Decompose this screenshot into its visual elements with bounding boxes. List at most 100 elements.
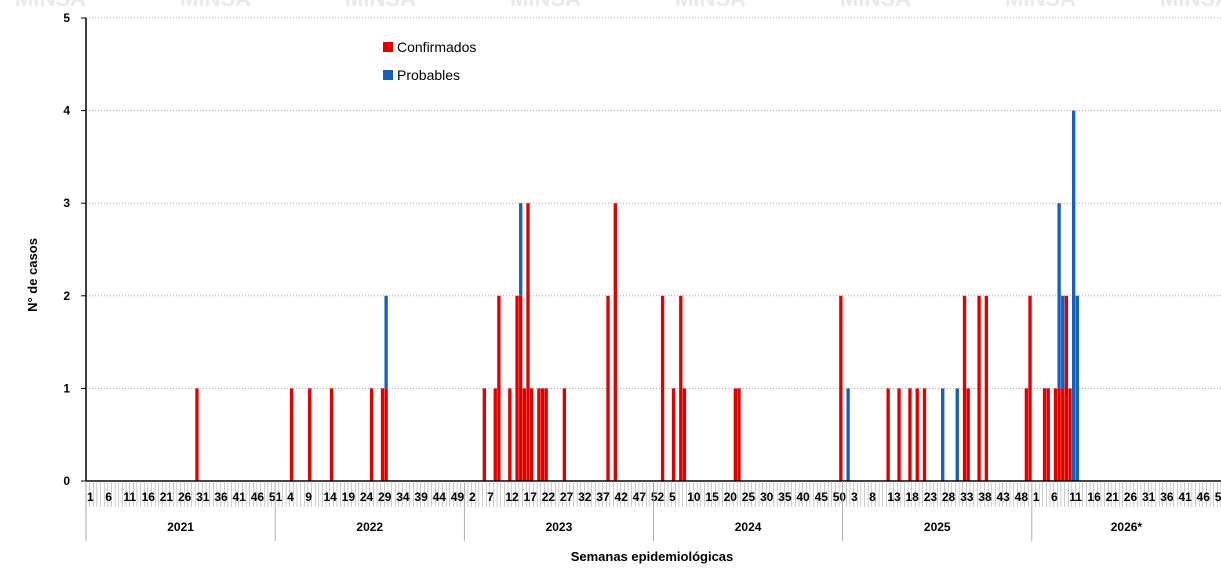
legend-swatch-confirmados	[383, 42, 393, 52]
legend-label-probables: Probables	[397, 67, 460, 83]
x-week-label: 40	[796, 490, 810, 504]
x-week-label: 1	[87, 490, 94, 504]
x-year-label: 2026*	[1111, 520, 1143, 534]
x-week-label: 36	[214, 490, 228, 504]
bar-confirmados	[508, 388, 512, 481]
bar-probables	[1057, 203, 1061, 389]
bar-confirmados	[540, 388, 545, 481]
bar-confirmados	[984, 295, 989, 481]
x-week-label: 21	[160, 490, 174, 504]
x-week-label: 38	[978, 490, 992, 504]
x-week-label: 45	[815, 490, 829, 504]
watermark-text: MINSA	[345, 0, 416, 11]
bar-confirmados	[529, 388, 534, 481]
bar-confirmados	[977, 295, 981, 481]
x-week-label: 6	[1051, 490, 1058, 504]
bar-confirmados	[519, 295, 523, 481]
bar-confirmados	[897, 388, 901, 481]
bar-confirmados	[922, 388, 927, 481]
legend-swatch-probables	[383, 70, 393, 80]
x-week-label: 3	[851, 490, 858, 504]
legend: Confirmados Probables	[383, 39, 476, 83]
bars-layer	[195, 110, 1079, 481]
x-week-label: 14	[323, 490, 337, 504]
bar-confirmados	[613, 203, 617, 481]
x-week-label: 1	[1033, 490, 1040, 504]
bar-confirmados	[380, 388, 385, 481]
bar-confirmados	[369, 388, 374, 481]
x-week-label: 4	[287, 490, 294, 504]
gridlines	[86, 17, 1221, 389]
bar-confirmados	[839, 295, 843, 481]
x-week-label: 31	[196, 490, 210, 504]
watermark-text: MINSA	[15, 0, 86, 11]
x-week-label: 35	[778, 490, 792, 504]
bar-confirmados	[482, 388, 487, 481]
watermark-text: MINSA	[510, 0, 581, 11]
bar-confirmados	[515, 295, 519, 481]
bar-confirmados	[1046, 388, 1050, 481]
x-week-label: 5	[669, 490, 676, 504]
x-week-label: 41	[1178, 490, 1192, 504]
x-week-label: 8	[869, 490, 876, 504]
bar-probables	[1061, 295, 1065, 389]
x-week-label: 10	[687, 490, 701, 504]
x-week-label: 48	[1015, 490, 1029, 504]
bar-confirmados	[1024, 388, 1029, 481]
bar-confirmados	[679, 295, 683, 481]
bar-confirmados	[493, 388, 497, 481]
bar-probables	[1071, 110, 1076, 481]
x-week-label: 34	[396, 490, 410, 504]
x-week-label: 51	[1215, 490, 1221, 504]
bar-confirmados	[1061, 388, 1065, 481]
bar-confirmados	[195, 388, 199, 481]
x-axis-labels: 1 6 11 16 21 26 31 36 41 46 51 4 9 14 19 24 29 34 39 44 49 2 7…	[85, 481, 1221, 541]
x-week-label: 19	[342, 490, 356, 504]
x-week-label: 22	[542, 490, 556, 504]
bar-confirmados	[682, 388, 687, 481]
x-week-label: 21	[1106, 490, 1120, 504]
bar-confirmados	[733, 388, 738, 481]
bar-probables	[955, 388, 959, 481]
x-week-label: 25	[742, 490, 756, 504]
bar-confirmados	[526, 203, 530, 481]
x-axis-title: Semanas epidemiológicas	[571, 549, 734, 564]
x-week-label: 7	[487, 490, 494, 504]
y-tick-label: 0	[63, 474, 70, 488]
x-week-label: 11	[1069, 490, 1082, 504]
x-year-label: 2024	[735, 520, 762, 534]
bar-confirmados	[966, 388, 970, 481]
bar-confirmados	[915, 388, 919, 481]
x-week-label: 50	[833, 490, 847, 504]
x-week-label: 26	[1124, 490, 1138, 504]
bar-probables	[846, 388, 850, 481]
legend-label-confirmados: Confirmados	[397, 39, 476, 55]
x-week-label: 27	[560, 490, 574, 504]
watermark-text: MINSA	[1005, 0, 1076, 11]
x-week-label: 41	[233, 490, 247, 504]
x-week-label: 16	[142, 490, 156, 504]
bar-confirmados	[308, 388, 312, 481]
x-year-label: 2025	[924, 520, 951, 534]
watermark-text: MINSA	[675, 0, 746, 11]
x-week-label: 31	[1142, 490, 1156, 504]
x-week-label: 15	[705, 490, 719, 504]
bar-probables	[384, 295, 388, 389]
bar-confirmados	[522, 388, 527, 481]
bar-confirmados	[497, 295, 501, 481]
x-week-label: 9	[305, 490, 312, 504]
x-week-label: 2	[469, 490, 476, 504]
y-axis-title: N° de casos	[25, 238, 40, 312]
watermark-text: MINSA	[180, 0, 251, 11]
x-week-label: 39	[414, 490, 428, 504]
x-week-label: 49	[451, 490, 465, 504]
x-week-label: 46	[1197, 490, 1211, 504]
bar-confirmados	[544, 388, 548, 481]
bar-confirmados	[289, 388, 294, 481]
bar-confirmados	[537, 388, 541, 481]
x-week-label: 30	[760, 490, 774, 504]
x-week-label: 29	[378, 490, 392, 504]
x-year-label: 2021	[167, 520, 194, 534]
x-week-label: 18	[906, 490, 920, 504]
x-week-label: 44	[433, 490, 447, 504]
